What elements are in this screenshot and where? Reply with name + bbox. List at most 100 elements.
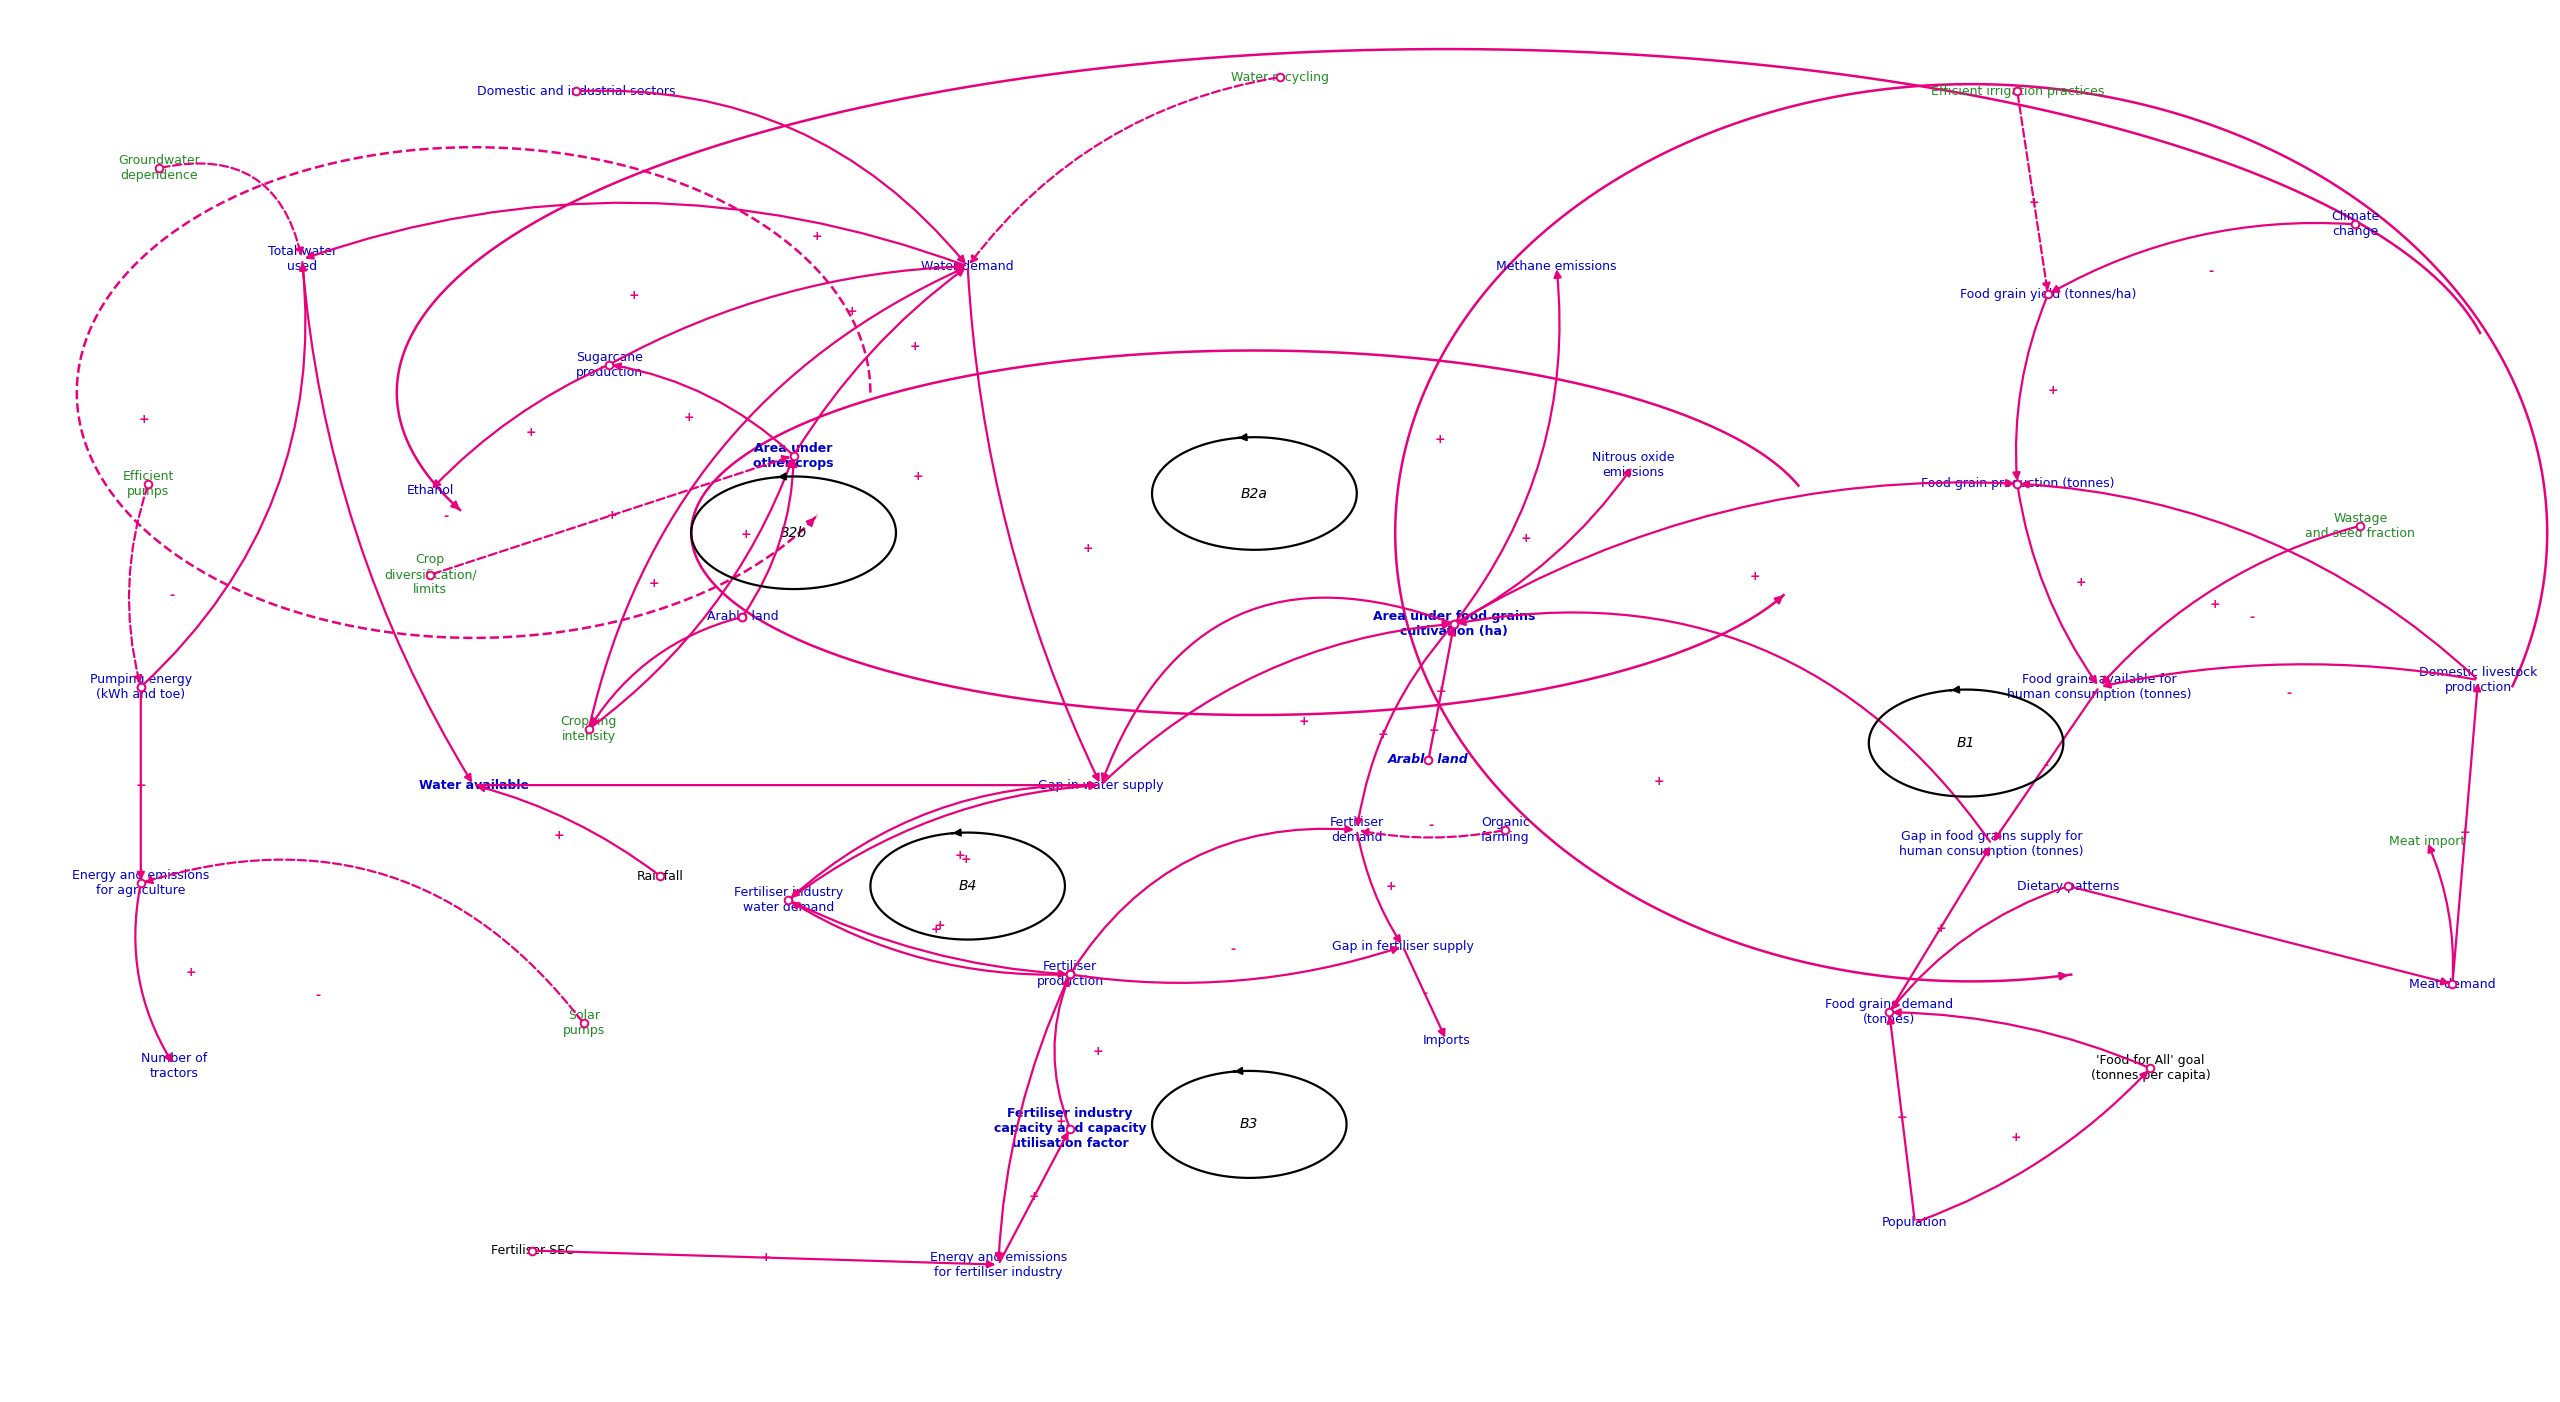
Text: Water demand: Water demand [922,259,1014,273]
Text: Food grain production (tonnes): Food grain production (tonnes) [1920,477,2115,491]
Text: Crop
diversification/
limits: Crop diversification/ limits [384,554,476,596]
Text: Water available: Water available [420,778,527,792]
Text: +: + [1935,921,1946,935]
Text: +: + [847,306,858,318]
Text: +: + [648,578,658,590]
Text: B1: B1 [1956,736,1976,750]
Text: -: - [2043,758,2048,773]
Text: +: + [812,230,822,243]
Text: +: + [184,966,197,979]
Text: +: + [909,341,919,353]
Text: Nitrous oxide
emissions: Nitrous oxide emissions [1592,451,1674,479]
Text: +: + [1385,880,1395,893]
Text: Fertiliser SEC: Fertiliser SEC [492,1244,573,1258]
Text: +: + [1377,728,1388,742]
Text: Fertiliser industry
water demand: Fertiliser industry water demand [735,886,842,914]
Text: +: + [1083,541,1093,555]
Text: -: - [443,510,448,523]
Text: Gap in water supply: Gap in water supply [1037,778,1165,792]
Text: B2a: B2a [1242,486,1267,501]
Text: B4: B4 [957,879,978,893]
Text: +: + [2076,576,2086,589]
Text: +: + [607,509,617,522]
Text: Energy and emissions
for fertiliser industry: Energy and emissions for fertiliser indu… [929,1251,1068,1279]
Text: -: - [2250,611,2255,624]
Text: -: - [783,778,791,792]
Text: Domestic and industrial sectors: Domestic and industrial sectors [476,84,676,98]
Text: +: + [525,426,538,439]
Text: Sugarcane
production: Sugarcane production [576,350,643,379]
Text: Area under food grains
cultivation (ha): Area under food grains cultivation (ha) [1372,610,1536,638]
Text: -: - [1428,819,1434,833]
Text: Gap in fertiliser supply: Gap in fertiliser supply [1331,939,1475,953]
Text: +: + [1748,571,1761,583]
Text: Water recycling: Water recycling [1231,70,1329,84]
Text: +: + [960,854,970,866]
Text: Fertiliser
production: Fertiliser production [1037,960,1103,988]
Text: +: + [684,411,694,425]
Text: Meat demand: Meat demand [2409,977,2496,991]
Text: -: - [2286,687,2291,701]
Text: +: + [1654,774,1664,788]
Text: -: - [169,589,174,603]
Text: Wastage
and seed fraction: Wastage and seed fraction [2307,512,2414,540]
Text: Food grains available for
human consumption (tonnes): Food grains available for human consumpt… [2007,673,2191,701]
Text: Ethanol: Ethanol [407,484,453,498]
Text: Dietary patterns: Dietary patterns [2017,879,2120,893]
Text: +: + [2460,826,2470,838]
Text: Cropping
intensity: Cropping intensity [561,715,617,743]
Text: Gap in food grains supply for
human consumption (tonnes): Gap in food grains supply for human cons… [1900,830,2084,858]
Text: Pumping energy
(kWh and toe): Pumping energy (kWh and toe) [90,673,192,701]
Text: +: + [2048,384,2058,397]
Text: +: + [2030,196,2040,209]
Text: +: + [1434,433,1446,446]
Text: Domestic livestock
production: Domestic livestock production [2419,666,2537,694]
Text: Fertiliser
demand: Fertiliser demand [1329,816,1385,844]
Text: Fertiliser industry
capacity and capacity
utilisation factor: Fertiliser industry capacity and capacit… [993,1108,1147,1150]
Text: Food grain yield (tonnes/ha): Food grain yield (tonnes/ha) [1961,287,2135,301]
Text: +: + [1897,1110,1907,1124]
Text: Efficient irrigation practices: Efficient irrigation practices [1930,84,2104,98]
Text: Rainfall: Rainfall [637,869,684,883]
Text: Arable land: Arable land [1388,753,1469,767]
Text: +: + [627,289,640,303]
Text: +: + [2209,599,2220,611]
Text: +: + [136,778,146,792]
Text: -: - [2209,265,2214,279]
Text: +: + [1428,725,1439,737]
Text: B2b: B2b [781,526,806,540]
Text: Methane emissions: Methane emissions [1495,259,1618,273]
Text: Efficient
pumps: Efficient pumps [123,470,174,498]
Text: +: + [1029,1190,1039,1203]
Text: +: + [760,1251,771,1265]
Text: +: + [1436,686,1446,698]
Text: +: + [911,470,922,482]
Text: -: - [315,990,320,1002]
Text: +: + [740,527,750,541]
Text: Climate
change: Climate change [2332,210,2378,238]
Text: -: - [1231,944,1236,956]
Text: 'Food for All' goal
(tonnes per capita): 'Food for All' goal (tonnes per capita) [2092,1054,2209,1082]
Text: Total water
used: Total water used [266,245,338,273]
Text: Energy and emissions
for agriculture: Energy and emissions for agriculture [72,869,210,897]
Text: Imports: Imports [1423,1033,1469,1047]
Text: Area under
other crops: Area under other crops [753,442,835,470]
Text: Number of
tractors: Number of tractors [141,1052,207,1080]
Text: Organic
farming: Organic farming [1480,816,1531,844]
Text: +: + [2010,1131,2020,1144]
Text: +: + [1521,533,1531,545]
Text: +: + [934,920,945,932]
Text: +: + [932,923,942,937]
Text: Population: Population [1882,1216,1948,1230]
Text: Groundwater
dependence: Groundwater dependence [118,154,200,182]
Text: Food grains demand
(tonnes): Food grains demand (tonnes) [1825,998,1953,1026]
Text: +: + [1298,715,1308,729]
Text: Arable land: Arable land [707,610,778,624]
Text: -: - [1421,987,1428,1000]
Text: Solar
pumps: Solar pumps [563,1009,604,1037]
Text: +: + [955,850,965,862]
Text: Meat import: Meat import [2388,834,2465,848]
Text: +: + [553,830,563,843]
Text: +: + [1093,1044,1103,1059]
Text: +: + [1055,1115,1065,1129]
